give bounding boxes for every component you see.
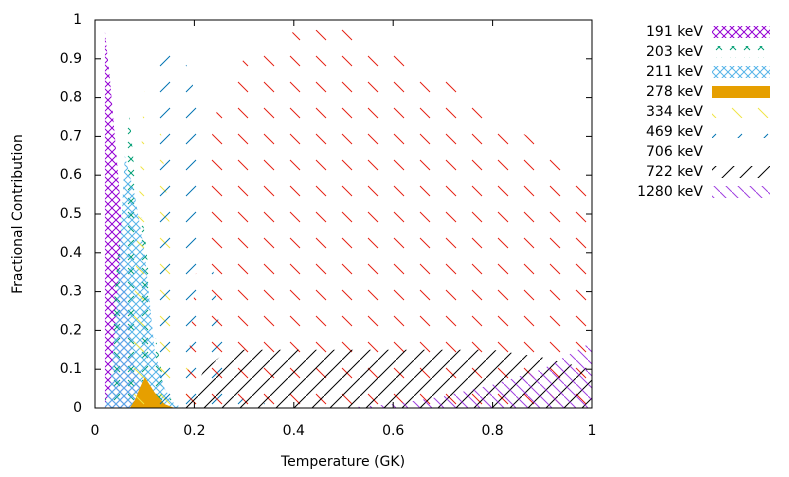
legend-label: 191 keV xyxy=(646,24,703,40)
legend-swatch xyxy=(712,146,770,158)
y-tick-label: 0 xyxy=(73,400,82,416)
x-tick-label: 0.2 xyxy=(183,423,205,439)
x-axis-label: Temperature (GK) xyxy=(280,454,405,470)
legend-swatch xyxy=(712,86,770,98)
y-tick-label: 0.6 xyxy=(60,167,82,183)
legend-label: 278 keV xyxy=(646,84,703,100)
area xyxy=(104,342,592,408)
legend-swatch xyxy=(712,126,770,138)
legend-label: 469 keV xyxy=(646,124,703,140)
legend-swatch xyxy=(712,26,770,38)
legend-label: 211 keV xyxy=(646,64,703,80)
y-axis-label: Fractional Contribution xyxy=(10,134,26,294)
y-tick-label: 0.3 xyxy=(60,284,82,300)
area xyxy=(104,27,592,408)
legend-swatch xyxy=(712,166,770,178)
y-tick-label: 0.4 xyxy=(60,245,82,261)
y-tick-label: 0.8 xyxy=(60,90,82,106)
x-tick-label: 0.6 xyxy=(382,423,404,439)
legend-label: 334 keV xyxy=(646,104,703,120)
legend-label: 1280 keV xyxy=(637,184,703,200)
legend-swatch xyxy=(712,46,770,58)
y-tick-label: 1 xyxy=(73,12,82,28)
y-tick-label: 0.7 xyxy=(60,128,82,144)
y-tick-label: 0.1 xyxy=(60,361,82,377)
x-tick-label: 0 xyxy=(91,423,100,439)
legend-label: 722 keV xyxy=(646,164,703,180)
legend-label: 706 keV xyxy=(646,144,703,160)
x-tick-label: 0.4 xyxy=(283,423,305,439)
x-tick-label: 0.8 xyxy=(481,423,503,439)
y-tick-label: 0.9 xyxy=(60,51,82,67)
legend-label: 203 keV xyxy=(646,44,703,60)
y-tick-label: 0.5 xyxy=(60,206,82,222)
legend-swatch xyxy=(712,66,770,78)
legend-swatch xyxy=(712,106,770,118)
y-tick-label: 0.2 xyxy=(60,322,82,338)
legend-swatch xyxy=(712,186,770,198)
x-tick-label: 1 xyxy=(588,423,597,439)
